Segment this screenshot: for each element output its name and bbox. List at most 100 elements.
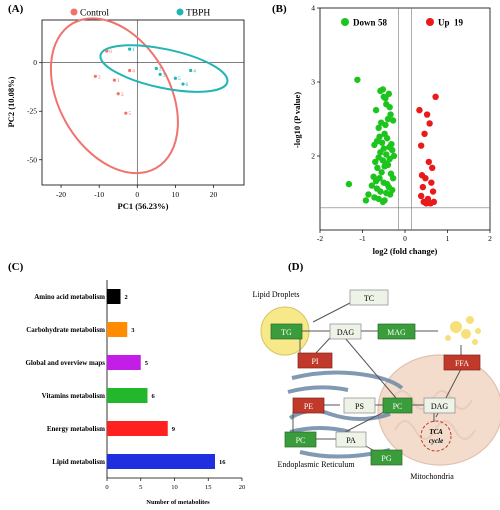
pca-point xyxy=(105,49,109,53)
pca-point xyxy=(181,82,185,86)
volcano-down-point xyxy=(387,111,394,118)
volcano-down-point xyxy=(381,197,388,204)
volcano-x-tick-label: -2 xyxy=(317,234,323,243)
legend-down-marker xyxy=(341,18,349,26)
bar-x-tick-label: 15 xyxy=(205,484,212,491)
bar-x-tick-label: 5 xyxy=(139,484,142,491)
bar xyxy=(107,289,121,304)
node-pg: PG xyxy=(381,454,391,463)
volcano-up-point xyxy=(432,93,439,101)
volcano-y-tick-label: 2 xyxy=(311,152,315,161)
bar xyxy=(107,322,128,337)
node-pg-box xyxy=(370,449,403,466)
pca-x-tick-label: -20 xyxy=(56,190,66,199)
pca-point-label: 2 xyxy=(159,67,162,73)
pca-point-label: 5 xyxy=(178,76,181,82)
bar-x-axis-title: Number of metabolites xyxy=(146,499,210,506)
volcano-up-point xyxy=(429,164,436,172)
volcano-up-point xyxy=(417,192,425,200)
legend-up-label: Up xyxy=(438,18,450,28)
volcano-down-point xyxy=(386,103,393,111)
tca-label-1: TCA xyxy=(429,428,443,436)
volcano-down-point xyxy=(382,95,389,102)
node-dag2-box xyxy=(423,397,456,414)
volcano-down-point xyxy=(376,133,383,140)
pca-point xyxy=(173,76,177,80)
node-ps: PS xyxy=(355,402,364,411)
volcano-plot-frame xyxy=(319,7,491,231)
node-pa: PA xyxy=(346,436,356,445)
node-dag2: DAG xyxy=(431,402,449,411)
pathway-panel: (D) Mitochondria TCA cycle Endoplasmic R… xyxy=(253,261,500,481)
volcano-up-point xyxy=(416,106,423,114)
legend-down-count: 58 xyxy=(378,18,388,28)
volcano-down-point xyxy=(372,106,380,114)
volcano-down-point xyxy=(382,121,389,129)
ffa-droplets-illustration xyxy=(445,316,481,345)
bar-category-label: Carbohydrate metabolism xyxy=(26,326,105,334)
node-mag-box xyxy=(377,323,416,340)
volcano-down-point xyxy=(383,135,391,142)
panel-label-c: (C) xyxy=(8,261,24,273)
volcano-up-point xyxy=(421,130,428,137)
pca-point xyxy=(128,68,132,73)
pca-point-label: 2 xyxy=(98,74,101,80)
bar-x-tick-label: 20 xyxy=(239,484,246,491)
pca-point xyxy=(124,111,128,115)
node-pa-box xyxy=(335,431,367,448)
volcano-down-point xyxy=(354,76,361,83)
bar-category-label: Vitamins metabolism xyxy=(42,392,105,400)
pca-plot-frame xyxy=(41,19,245,186)
bar xyxy=(107,454,215,469)
node-ffa-box xyxy=(443,354,481,371)
pca-point-label: 6 xyxy=(109,49,112,55)
volcano-down-point xyxy=(375,124,382,132)
volcano-up-point xyxy=(429,188,437,195)
panel-label-a: (A) xyxy=(8,3,24,15)
node-ffa: FFA xyxy=(455,359,469,368)
node-pe-box xyxy=(292,397,325,414)
volcano-x-tick-label: 2 xyxy=(488,234,492,243)
pca-x-tick-label: 0 xyxy=(135,190,139,199)
legend-up-marker xyxy=(426,18,434,26)
volcano-x-tick-label: -1 xyxy=(359,234,365,243)
legend-control-label: Control xyxy=(80,9,109,19)
pca-y-axis-title: PC2 (10.08%) xyxy=(6,76,16,127)
node-tg-box xyxy=(270,323,303,340)
pca-point xyxy=(154,66,158,71)
volcano-down-point xyxy=(388,140,395,148)
node-ps-box xyxy=(343,397,376,414)
bar-marks: 2 3 5 6 9 16 xyxy=(107,289,226,469)
node-pc1: PC xyxy=(393,402,403,411)
volcano-down-point xyxy=(370,173,377,180)
node-dag1: DAG xyxy=(337,328,355,337)
volcano-y-tick-label: 3 xyxy=(311,78,315,87)
pca-x-tick-label: 20 xyxy=(210,190,218,199)
mitochondria-label: Mitochondria xyxy=(410,472,454,481)
bar-value-label: 3 xyxy=(131,327,135,334)
volcano-down-point xyxy=(365,191,372,198)
volcano-down-point xyxy=(378,169,385,176)
pca-panel: (A) Control TBPH -20 -10 0 10 20 -50 -25 0 6 4 2 1… xyxy=(6,3,245,211)
node-tg: TG xyxy=(281,328,292,337)
pca-point-label: 5 xyxy=(128,111,131,117)
pca-point-label: 4 xyxy=(193,68,196,74)
node-pc1-box xyxy=(382,397,413,414)
volcano-up-point xyxy=(422,175,429,182)
bar-value-label: 5 xyxy=(145,360,149,367)
er-label: Endoplasmic Reticulum xyxy=(277,460,355,469)
legend-tbph-marker xyxy=(176,8,184,16)
pca-point-label: 3 xyxy=(163,72,166,78)
pca-point xyxy=(93,74,97,78)
volcano-x-tick-label: 0 xyxy=(403,234,407,243)
volcano-up-point xyxy=(423,111,431,118)
legend-control-marker xyxy=(70,8,78,16)
volcano-down-point xyxy=(385,183,393,191)
volcano-down-point xyxy=(384,161,392,169)
pca-x-tick-label: -10 xyxy=(94,190,104,199)
pca-point-label: 6 xyxy=(186,82,189,88)
pca-point-label: 1 xyxy=(117,78,120,84)
pca-confidence-ellipse xyxy=(49,17,179,175)
volcano-down-point xyxy=(345,180,353,188)
